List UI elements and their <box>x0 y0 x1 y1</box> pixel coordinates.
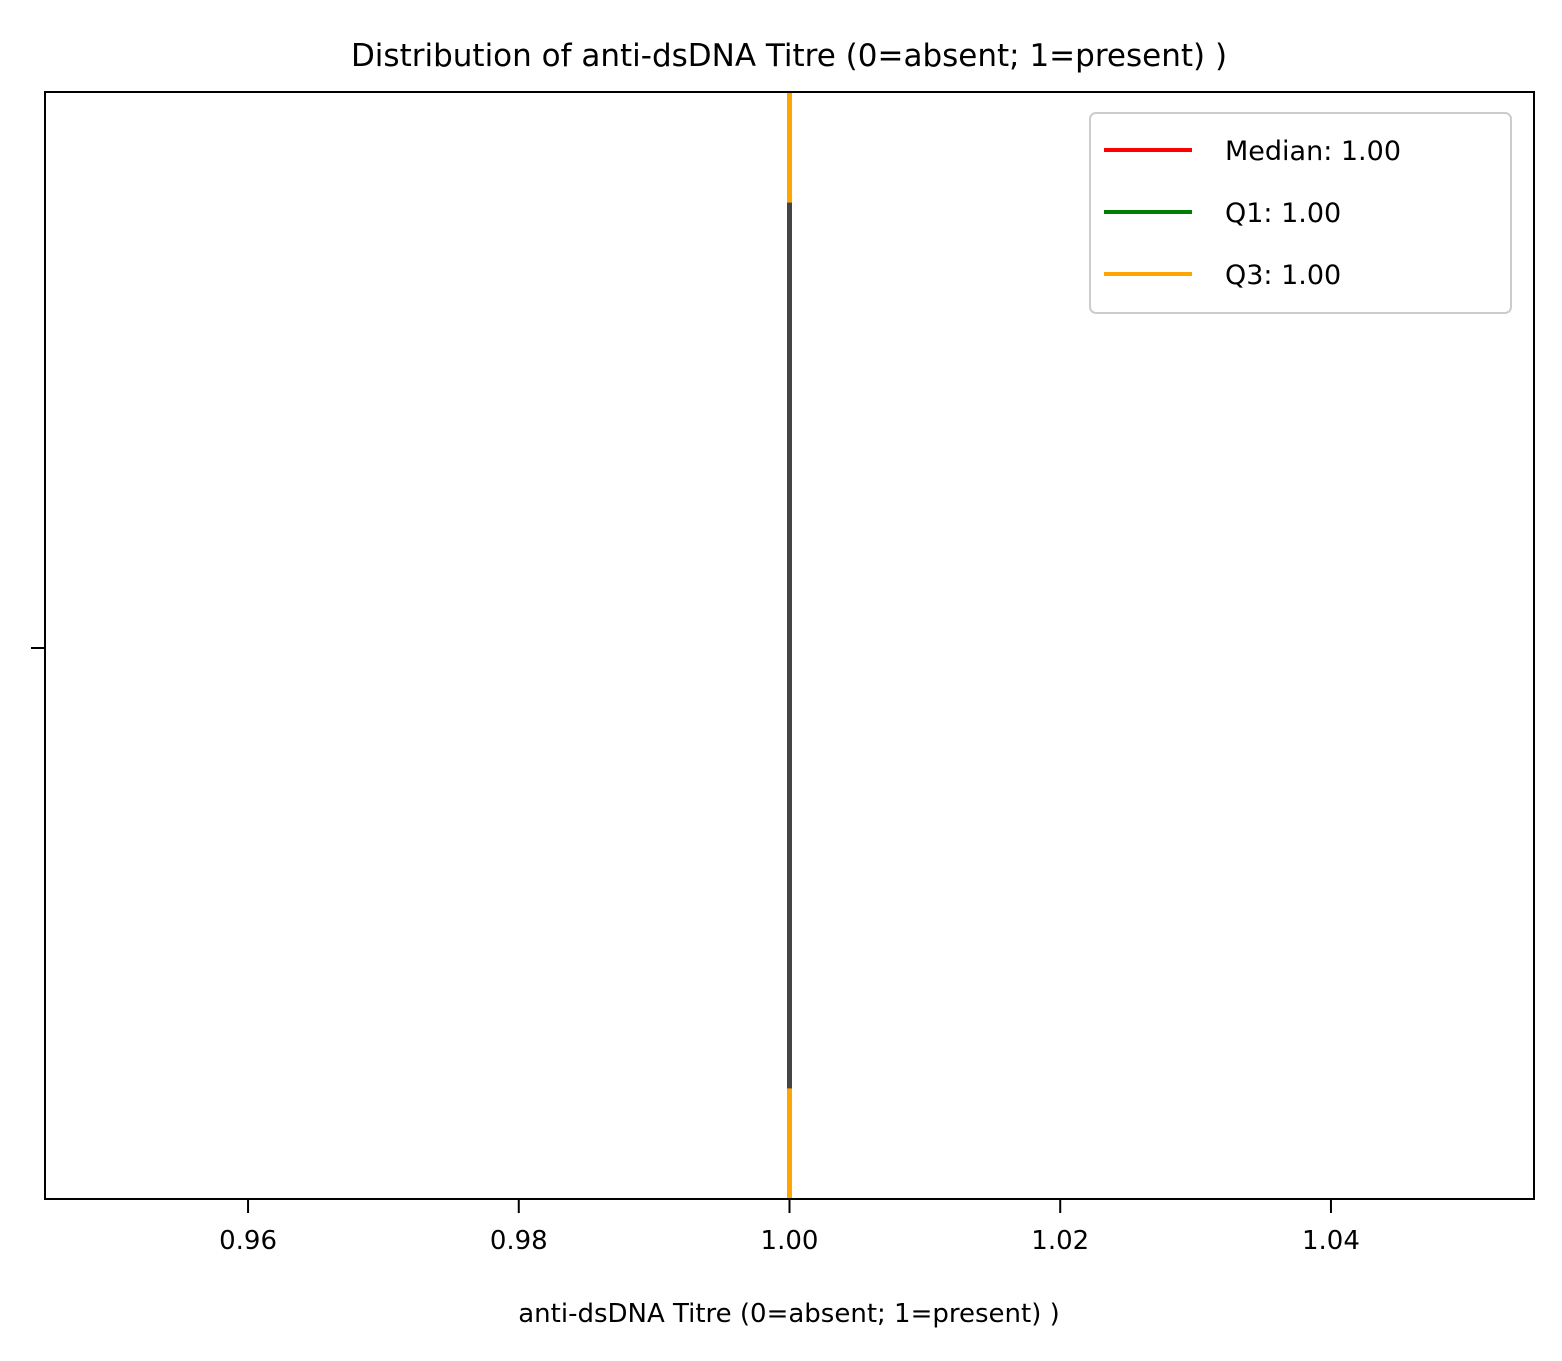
chart-title: Distribution of anti-dsDNA Titre (0=abse… <box>351 38 1227 74</box>
box-plot <box>787 202 792 1089</box>
x-axis-label: anti-dsDNA Titre (0=absent; 1=present) ) <box>518 1299 1060 1329</box>
x-tick-label: 1.02 <box>1031 1226 1089 1256</box>
x-tick-label: 0.96 <box>219 1226 277 1256</box>
x-tick-label: 1.04 <box>1302 1226 1360 1256</box>
x-tick-label: 0.98 <box>490 1226 548 1256</box>
legend-frame <box>1089 112 1512 314</box>
x-tick-label: 1.00 <box>761 1226 819 1256</box>
legend-label-2: Q3: 1.00 <box>1225 260 1341 291</box>
legend-label-1: Q1: 1.00 <box>1225 198 1341 229</box>
legend: Median: 1.00 Q1: 1.00 Q3: 1.00 <box>1089 112 1512 314</box>
x-axis-ticks: 0.96 0.98 1.00 1.02 1.04 <box>219 1199 1360 1256</box>
legend-label-0: Median: 1.00 <box>1225 136 1401 167</box>
